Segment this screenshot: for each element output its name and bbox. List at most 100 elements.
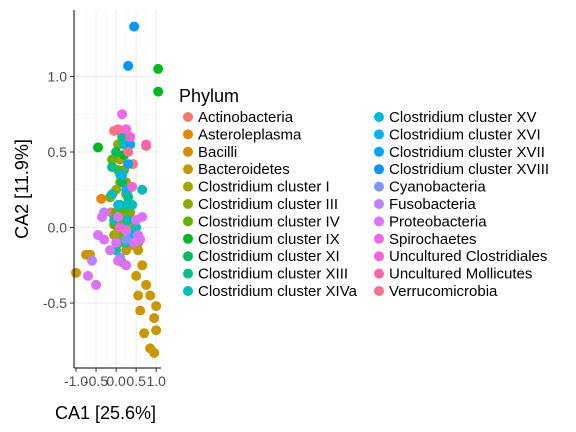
data-point	[125, 139, 136, 150]
legend-key	[183, 181, 193, 192]
x-tick-label: 1.0	[146, 373, 166, 389]
legend-items: ActinobacteriaAsteroleplasmaBacilliBacte…	[183, 109, 549, 300]
series-group	[83, 211, 148, 290]
data-point	[137, 184, 148, 195]
legend-item: Bacilli	[183, 144, 237, 161]
data-point	[121, 234, 132, 245]
data-point	[133, 245, 144, 256]
series-group	[107, 131, 134, 203]
data-point	[71, 267, 82, 278]
legend-label: Asteroleplasma	[198, 126, 302, 143]
data-point	[131, 270, 142, 281]
legend-label: Bacilli	[198, 144, 237, 161]
legend-key	[183, 146, 193, 157]
data-point	[137, 211, 148, 222]
data-point	[153, 86, 164, 97]
data-point	[133, 290, 144, 301]
legend-item: Clostridium cluster XVII	[374, 144, 545, 161]
data-point	[113, 255, 124, 266]
x-tick-label: 0.0	[106, 373, 126, 389]
data-point	[131, 222, 142, 233]
legend-item: Fusobacteria	[374, 196, 476, 213]
legend-item: Spirochaetes	[374, 231, 477, 248]
y-tick-label: 0.5	[48, 144, 68, 160]
data-point	[117, 109, 128, 120]
data-point	[99, 234, 110, 245]
data-point	[123, 159, 134, 170]
legend-key	[183, 286, 193, 296]
legend-item: Uncultured Mollicutes	[374, 266, 532, 283]
legend-item: Clostridium cluster XVIII	[374, 161, 549, 178]
legend-label: Clostridium cluster XVII	[389, 144, 545, 161]
data-point	[127, 181, 138, 192]
data-point	[139, 328, 150, 339]
data-point	[87, 255, 98, 266]
data-point	[96, 193, 107, 204]
legend-key	[374, 216, 384, 227]
data-point	[121, 245, 132, 256]
legend-label: Clostridium cluster XI	[198, 248, 340, 265]
data-point	[113, 124, 124, 135]
legend-key	[183, 112, 193, 122]
data-point	[113, 199, 124, 210]
legend-key	[374, 129, 384, 140]
data-point	[97, 211, 108, 222]
legend-item: Clostridium cluster IV	[183, 213, 340, 230]
legend-label: Clostridium cluster XIII	[198, 266, 348, 283]
legend-item: Cyanobacteria	[374, 179, 486, 196]
y-axis-title: CA2 [11.9%]	[12, 139, 32, 239]
data-point	[115, 222, 126, 233]
x-tick-label: 0.5	[126, 373, 146, 389]
legend-label: Fusobacteria	[389, 196, 476, 213]
legend-title: Phylum	[179, 86, 239, 106]
legend-key	[374, 268, 384, 279]
legend: Phylum ActinobacteriaAsteroleplasmaBacil…	[179, 86, 549, 300]
legend-item: Bacteroidetes	[183, 161, 290, 178]
series-group	[123, 21, 140, 71]
legend-label: Uncultured Mollicutes	[389, 266, 532, 283]
legend-key	[374, 233, 384, 244]
legend-label: Spirochaetes	[389, 231, 477, 248]
data-point	[125, 131, 136, 142]
data-point	[141, 279, 152, 290]
data-point	[129, 21, 140, 32]
data-point	[123, 60, 134, 71]
data-points	[71, 21, 164, 358]
data-point	[111, 237, 122, 248]
legend-label: Clostridium cluster IV	[198, 213, 340, 230]
legend-key	[374, 199, 384, 209]
legend-key	[183, 251, 193, 262]
legend-key	[374, 112, 384, 122]
data-point	[121, 260, 132, 271]
y-tick-label: 1.0	[48, 68, 68, 84]
legend-label: Clostridium cluster XIVa	[198, 283, 358, 300]
data-point	[145, 290, 156, 301]
data-point	[137, 260, 148, 271]
legend-label: Actinobacteria	[198, 109, 294, 126]
data-point	[111, 146, 122, 157]
data-point	[123, 146, 134, 157]
legend-key	[183, 233, 193, 244]
legend-item: Actinobacteria	[183, 109, 294, 126]
data-point	[109, 230, 120, 241]
legend-item: Clostridium cluster XVI	[374, 126, 541, 143]
legend-label: Clostridium cluster XVI	[389, 126, 541, 143]
series-group	[96, 193, 107, 204]
legend-key	[183, 216, 193, 227]
legend-label: Verrucomicrobia	[389, 283, 498, 300]
data-point	[93, 142, 104, 153]
y-tick-label: 0.0	[48, 220, 68, 236]
legend-key	[183, 199, 193, 209]
legend-label: Proteobacteria	[389, 213, 487, 230]
legend-key	[374, 181, 384, 192]
data-point	[149, 313, 160, 324]
series-group	[117, 109, 132, 135]
legend-label: Cyanobacteria	[389, 179, 486, 196]
data-point	[121, 124, 132, 135]
legend-item: Clostridium cluster I	[183, 179, 330, 196]
legend-label: Clostridium cluster IX	[198, 231, 340, 248]
x-tick-label: -0.5	[84, 373, 108, 389]
data-point	[83, 270, 94, 281]
legend-label: Clostridium cluster XVIII	[389, 161, 549, 178]
